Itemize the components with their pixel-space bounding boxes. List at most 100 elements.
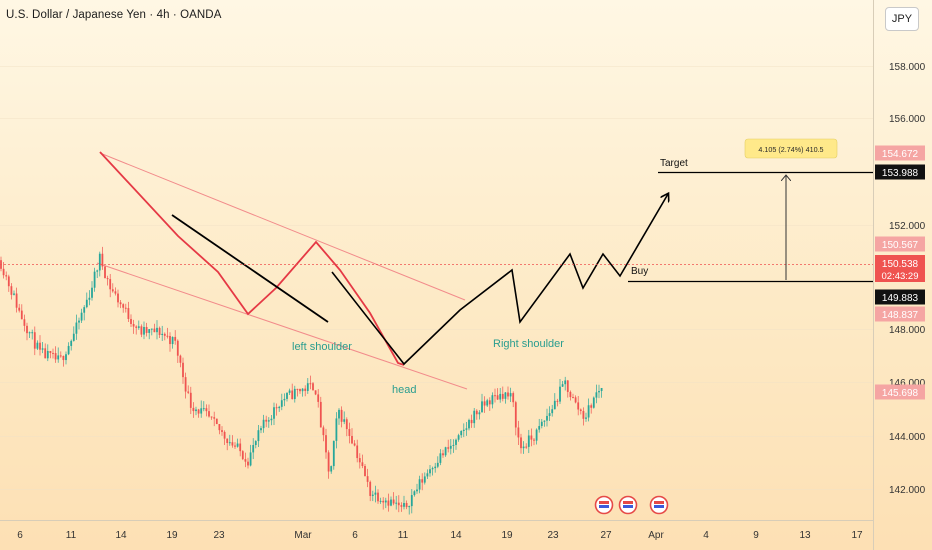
candle-body xyxy=(317,394,320,402)
candle-body xyxy=(249,452,252,466)
red-zigzag xyxy=(99,151,405,366)
candle-body xyxy=(91,287,93,298)
y-tick-label: 152.000 xyxy=(889,221,926,232)
candle-body xyxy=(319,401,322,428)
candle-body xyxy=(187,391,190,393)
candle-body xyxy=(241,451,244,460)
candle-body xyxy=(309,383,312,385)
candle-body xyxy=(340,409,343,422)
candle-body xyxy=(306,383,309,391)
candle-body xyxy=(156,327,158,333)
candle-body xyxy=(267,420,270,422)
candle-body xyxy=(522,446,525,449)
candle-body xyxy=(429,469,431,474)
flag-stripe xyxy=(654,501,664,504)
annotation-left-shoulder: left shoulder xyxy=(292,341,352,353)
buy-label: Buy xyxy=(631,266,648,277)
flag-stripe xyxy=(654,505,664,508)
candle-body xyxy=(439,453,442,463)
flag-stripe xyxy=(599,501,609,504)
candle-body xyxy=(512,393,515,403)
candle-body xyxy=(15,293,18,308)
candle-body xyxy=(119,302,122,305)
candle-body xyxy=(28,332,31,334)
measure-label: 4.105 (2.74%) 410.5 xyxy=(758,145,823,154)
candle-body xyxy=(83,307,86,313)
candle-body xyxy=(218,424,221,431)
candle-body xyxy=(520,437,522,449)
flag-icon[interactable] xyxy=(594,495,614,515)
candle-body xyxy=(260,428,262,431)
flag-stripe xyxy=(623,505,633,508)
pattern-line xyxy=(171,214,329,323)
annotation-head: head xyxy=(392,384,416,396)
candle-body xyxy=(200,408,203,414)
candle-body xyxy=(413,491,416,496)
candle-body xyxy=(374,492,377,495)
price-badge xyxy=(875,306,925,322)
flag-icon[interactable] xyxy=(618,495,638,515)
x-tick-label: 23 xyxy=(213,530,225,541)
x-tick-label: 17 xyxy=(851,530,863,541)
candle-body xyxy=(2,268,5,276)
flag-icon[interactable] xyxy=(649,495,669,515)
candle-body xyxy=(408,506,411,508)
candle-body xyxy=(184,377,187,392)
candle-body xyxy=(488,400,491,405)
price-badge xyxy=(875,164,925,180)
x-tick-label: 19 xyxy=(166,530,178,541)
candle-body xyxy=(226,438,229,443)
candle-body xyxy=(371,494,374,496)
candle-body xyxy=(36,342,39,349)
candle-body xyxy=(70,340,73,346)
candle-body xyxy=(286,392,288,399)
candle-body xyxy=(137,326,140,328)
x-tick-label: 6 xyxy=(352,530,358,541)
candle-body xyxy=(426,473,429,477)
candle-body xyxy=(361,462,364,466)
candle-body xyxy=(122,304,125,308)
price-badge-label: 150.567 xyxy=(882,240,919,251)
candle-body xyxy=(231,442,234,446)
candle-body xyxy=(527,435,530,447)
candle-body xyxy=(59,355,62,357)
candle-body xyxy=(387,500,390,506)
candle-body xyxy=(566,380,569,392)
currency-button[interactable]: JPY xyxy=(885,7,919,31)
candle-body xyxy=(418,479,421,490)
candle-body xyxy=(395,502,398,504)
candle-body xyxy=(348,429,351,436)
candle-body xyxy=(109,279,112,290)
candle-body xyxy=(228,442,231,444)
candle-body xyxy=(197,409,200,414)
y-tick-label: 158.000 xyxy=(889,62,926,73)
annotation-right-shoulder: Right shoulder xyxy=(493,338,564,350)
candle-body xyxy=(551,409,554,414)
x-tick-label: 4 xyxy=(703,530,709,541)
candle-body xyxy=(579,409,582,411)
candle-body xyxy=(65,354,67,361)
candle-body xyxy=(444,447,447,456)
x-tick-label: 23 xyxy=(547,530,559,541)
candle-body xyxy=(49,350,52,353)
candle-body xyxy=(358,458,361,463)
candle-body xyxy=(236,443,239,447)
candle-body xyxy=(423,476,426,483)
candle-body xyxy=(525,446,528,448)
y-tick-label: 144.000 xyxy=(889,432,926,443)
candle-body xyxy=(540,421,543,427)
flag-stripe xyxy=(599,505,609,508)
candle-body xyxy=(572,397,574,399)
candle-body xyxy=(247,461,249,466)
candle-body xyxy=(434,466,437,469)
candle-body xyxy=(397,502,400,506)
candle-body xyxy=(182,362,184,378)
candle-body xyxy=(296,388,299,390)
candle-body xyxy=(470,419,473,424)
candle-body xyxy=(405,502,408,508)
candle-body xyxy=(543,420,546,422)
candle-body xyxy=(150,328,153,330)
candle-body xyxy=(465,428,468,430)
